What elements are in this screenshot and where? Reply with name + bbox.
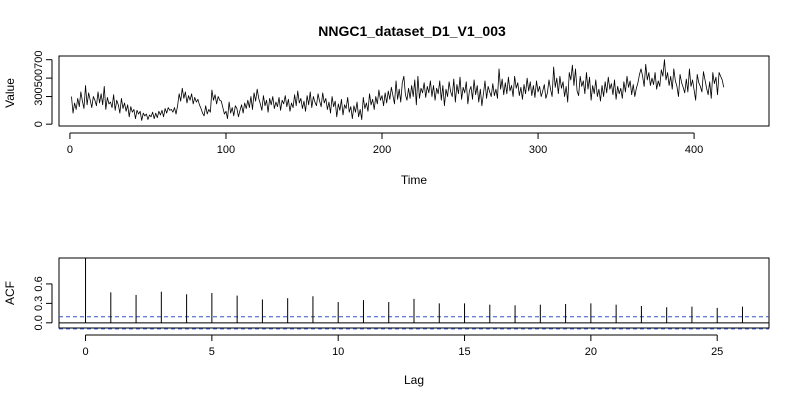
acf-x-tick-label: 5	[209, 346, 215, 358]
timeseries-y-label: Value	[3, 78, 17, 108]
acf-frame	[58, 257, 770, 329]
timeseries-y-tick-label: 500	[33, 69, 45, 87]
acf-x-label: Lag	[404, 373, 424, 387]
timeseries-x-tick-label: 200	[373, 144, 391, 156]
acf-x-tick-label: 25	[711, 346, 723, 358]
acf-y-tick-label: 0.0	[33, 315, 45, 330]
timeseries-line	[71, 59, 725, 121]
timeseries-panel: NNGC1_dataset_D1_V1_003 0 100 200 300 400 0 30…	[3, 23, 770, 187]
timeseries-x-tick-label: 0	[67, 144, 73, 156]
timeseries-frame	[58, 55, 770, 127]
acf-plot-area: 0 5 10 15 20 25 0.0 0.3 0.6	[33, 257, 770, 358]
timeseries-y-tick-label: 300	[33, 87, 45, 105]
timeseries-x-tick-label: 100	[217, 144, 235, 156]
timeseries-y-tick-label: 700	[33, 51, 45, 69]
timeseries-x-tick-label: 400	[685, 144, 703, 156]
acf-y-tick-label: 0.6	[33, 276, 45, 291]
timeseries-y-tick-label: 0	[33, 121, 45, 127]
timeseries-x-label: Time	[401, 173, 428, 187]
acf-y-tick-label: 0.3	[33, 296, 45, 311]
timeseries-title: NNGC1_dataset_D1_V1_003	[318, 23, 506, 39]
timeseries-x-tick-label: 300	[529, 144, 547, 156]
acf-y-label: ACF	[3, 281, 17, 305]
acf-x-tick-label: 0	[82, 346, 88, 358]
acf-x-tick-label: 20	[585, 346, 597, 358]
acf-panel: 0 5 10 15 20 25 0.0 0.3 0.6 Lag ACF	[3, 257, 770, 387]
acf-x-tick-label: 10	[332, 346, 344, 358]
acf-x-tick-label: 15	[458, 346, 470, 358]
